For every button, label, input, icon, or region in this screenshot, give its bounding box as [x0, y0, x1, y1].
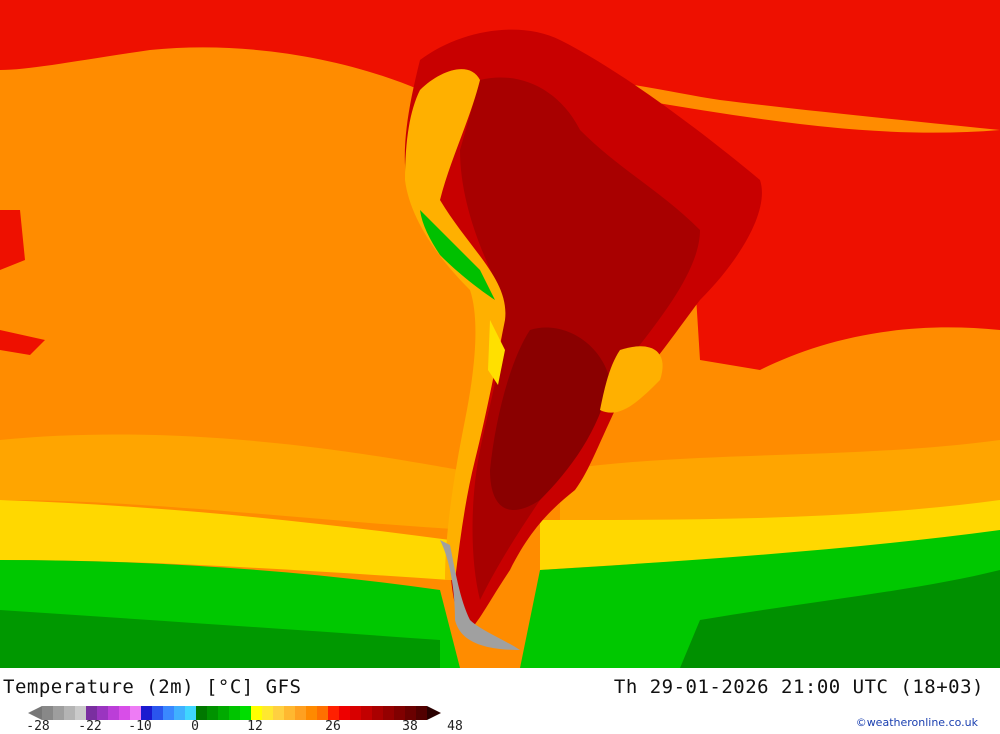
legend-tick-label: 38	[402, 719, 418, 734]
yellow-band	[0, 500, 450, 580]
legend-swatch	[251, 706, 262, 720]
patagonia-gray	[440, 540, 520, 650]
legend-swatch	[163, 706, 174, 720]
legend-swatch	[350, 706, 361, 720]
legend-swatch	[229, 706, 240, 720]
forecast-datetime: Th 29-01-2026 21:00 UTC (18+03)	[613, 676, 984, 698]
southern-orange-band	[0, 434, 470, 530]
legend-tick-label: 26	[325, 719, 341, 734]
legend-arrow-low	[28, 706, 42, 720]
legend-swatch	[196, 706, 207, 720]
temperature-map	[0, 0, 1000, 668]
color-scale-legend	[28, 706, 441, 720]
legend-swatch	[185, 706, 196, 720]
legend-swatch	[130, 706, 141, 720]
legend-swatch	[328, 706, 339, 720]
legend-swatch	[108, 706, 119, 720]
legend-swatch	[141, 706, 152, 720]
legend-tick-label: 48	[447, 719, 463, 734]
legend-tick-label: -10	[128, 719, 152, 734]
map-title: Temperature (2m) [°C] GFS	[3, 676, 302, 698]
legend-swatch	[295, 706, 306, 720]
legend-swatch	[240, 706, 251, 720]
legend-swatch	[317, 706, 328, 720]
legend-swatch	[75, 706, 86, 720]
legend-swatch	[53, 706, 64, 720]
legend-swatch	[97, 706, 108, 720]
legend-tick-label: -22	[78, 719, 102, 734]
legend-swatch	[394, 706, 405, 720]
legend-swatch	[339, 706, 350, 720]
legend-swatch	[273, 706, 284, 720]
legend-swatch	[218, 706, 229, 720]
legend-swatch	[284, 706, 295, 720]
legend-swatch	[207, 706, 218, 720]
legend-swatch	[262, 706, 273, 720]
legend-swatch	[361, 706, 372, 720]
legend-swatch	[416, 706, 427, 720]
legend-swatch	[405, 706, 416, 720]
legend-tick-label: -28	[26, 719, 50, 734]
credit-link[interactable]: ©weatheronline.co.uk	[855, 716, 978, 729]
legend-swatch	[306, 706, 317, 720]
legend-swatch	[119, 706, 130, 720]
legend-swatch	[42, 706, 53, 720]
legend-swatch	[86, 706, 97, 720]
footer	[0, 668, 1000, 733]
legend-tick-label: 0	[191, 719, 199, 734]
andes-mild-strip	[405, 69, 506, 580]
legend-swatch	[152, 706, 163, 720]
legend-swatch	[383, 706, 394, 720]
legend-arrow-high	[427, 706, 441, 720]
legend-swatch	[174, 706, 185, 720]
legend-tick-label: 12	[247, 719, 263, 734]
legend-swatch	[372, 706, 383, 720]
legend-swatch	[64, 706, 75, 720]
